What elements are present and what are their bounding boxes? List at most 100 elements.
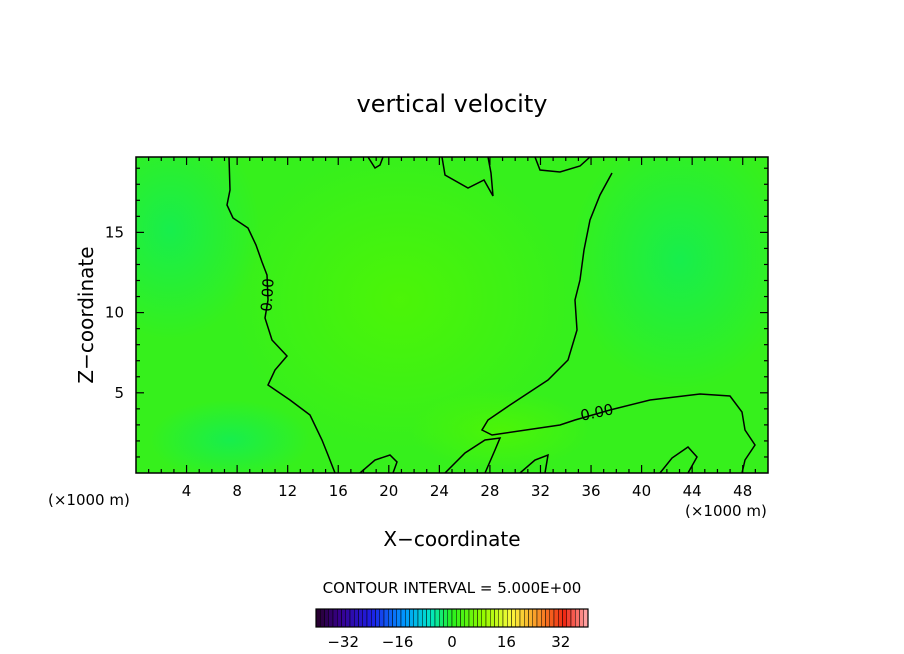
colorbar-swatch	[511, 608, 516, 628]
colorbar-swatch	[409, 608, 414, 628]
x-tick-label: 20	[379, 482, 398, 500]
colorbar-swatch	[468, 608, 474, 628]
updraft-core	[230, 157, 570, 450]
colorbar-swatch	[430, 608, 436, 628]
x-axis-label: X−coordinate	[383, 527, 520, 551]
colorbar-tick-label: 0	[447, 633, 457, 651]
colorbar-swatch	[545, 608, 550, 628]
y-tick-label: 15	[105, 223, 124, 241]
x-unit-right: (×1000 m)	[685, 502, 767, 520]
colorbar-swatch	[528, 608, 533, 628]
x-tick-label: 48	[733, 482, 752, 500]
colorbar-tick-label: 16	[497, 633, 516, 651]
x-tick-label: 24	[430, 482, 449, 500]
x-tick-label: 16	[329, 482, 348, 500]
colorbar-swatch	[358, 608, 363, 628]
colorbar-swatch	[473, 608, 478, 628]
colorbar-swatch	[417, 608, 423, 628]
x-tick-label: 40	[632, 482, 651, 500]
x-axis-ticks: 4 8 12 16 20 24 28 32 36 40 44 48	[148, 157, 756, 500]
colorbar-swatch	[337, 608, 342, 628]
updraft-low	[410, 390, 590, 470]
y-axis-ticks: 5 10 15	[105, 167, 768, 458]
y-tick-label: 10	[105, 304, 124, 322]
downdraft-left	[136, 157, 260, 340]
colorbar-swatch	[541, 608, 546, 628]
colorbar-swatch	[345, 608, 351, 628]
colorbar-swatch	[447, 608, 453, 628]
colorbar-swatch	[566, 608, 572, 628]
colorbar-swatch	[341, 608, 346, 628]
colorbar-swatch	[379, 608, 385, 628]
colorbar-swatch	[490, 608, 495, 628]
colorbar-swatch	[583, 608, 589, 628]
colorbar-swatch	[456, 608, 461, 628]
colorbar-swatch	[532, 608, 538, 628]
y-tick-label: 5	[114, 384, 124, 402]
contour-left	[226, 157, 336, 473]
colorbar-swatch	[422, 608, 427, 628]
colorbar-swatch	[332, 608, 338, 628]
colorbar-tick-label: 32	[551, 633, 570, 651]
colorbar-swatch	[375, 608, 380, 628]
colorbar-swatch	[349, 608, 355, 628]
contour-bottom-4	[659, 446, 698, 473]
colorbar	[315, 608, 589, 628]
x-tick-label: 28	[480, 482, 499, 500]
colorbar-swatch	[396, 608, 402, 628]
colorbar-swatch	[388, 608, 393, 628]
colorbar-frame	[315, 608, 589, 628]
colorbar-swatch	[524, 608, 529, 628]
x-tick-label: 32	[531, 482, 550, 500]
colorbar-swatch	[434, 608, 440, 628]
colorbar-swatch	[371, 608, 376, 628]
colorbar-swatch	[464, 608, 470, 628]
colorbar-swatch	[354, 608, 359, 628]
x-tick-label: 4	[182, 482, 192, 500]
colorbar-swatch	[413, 608, 419, 628]
colorbar-swatch	[558, 608, 563, 628]
colorbar-swatch	[515, 608, 521, 628]
colorbar-swatch	[562, 608, 567, 628]
colorbar-swatch	[383, 608, 389, 628]
zero-contours	[226, 157, 756, 473]
colorbar-swatch	[392, 608, 397, 628]
colorbar-swatch	[315, 608, 321, 628]
downdraft-bottom-left	[150, 400, 310, 473]
colorbar-swatch	[426, 608, 431, 628]
colorbar-swatch	[498, 608, 504, 628]
colorbar-swatch	[477, 608, 482, 628]
colorbar-swatch	[451, 608, 457, 628]
chart-title: vertical velocity	[357, 90, 548, 118]
contour-bottom-2	[444, 437, 502, 473]
x-tick-label: 36	[581, 482, 600, 500]
colorbar-swatch	[324, 608, 329, 628]
colorbar-swatch	[443, 608, 448, 628]
contour-top-2	[441, 157, 494, 197]
colorbar-swatch	[536, 608, 542, 628]
colorbar-swatch	[439, 608, 444, 628]
colorbar-swatch	[328, 608, 334, 628]
colorbar-swatch	[494, 608, 499, 628]
colorbar-swatch	[579, 608, 584, 628]
x-tick-label: 12	[278, 482, 297, 500]
colorbar-swatch	[485, 608, 491, 628]
colorbar-tick-label: −16	[382, 633, 414, 651]
colorbar-swatch	[570, 608, 576, 628]
colorbar-swatch	[519, 608, 525, 628]
contour-top-1	[367, 157, 384, 170]
colorbar-swatch	[507, 608, 512, 628]
colorbar-swatch	[362, 608, 368, 628]
y-axis-label: Z−coordinate	[74, 246, 98, 383]
contour-top-3	[534, 157, 591, 173]
colorbar-swatch	[553, 608, 559, 628]
velocity-field	[136, 157, 768, 473]
colorbar-swatch	[575, 608, 580, 628]
x-unit-left: (×1000 m)	[48, 491, 130, 509]
contour-interval: CONTOUR INTERVAL = 5.000E+00	[323, 579, 582, 597]
colorbar-swatch	[320, 608, 325, 628]
contour-bottom-3	[519, 453, 549, 473]
colorbar-swatch	[502, 608, 508, 628]
downdraft-right	[570, 157, 768, 390]
